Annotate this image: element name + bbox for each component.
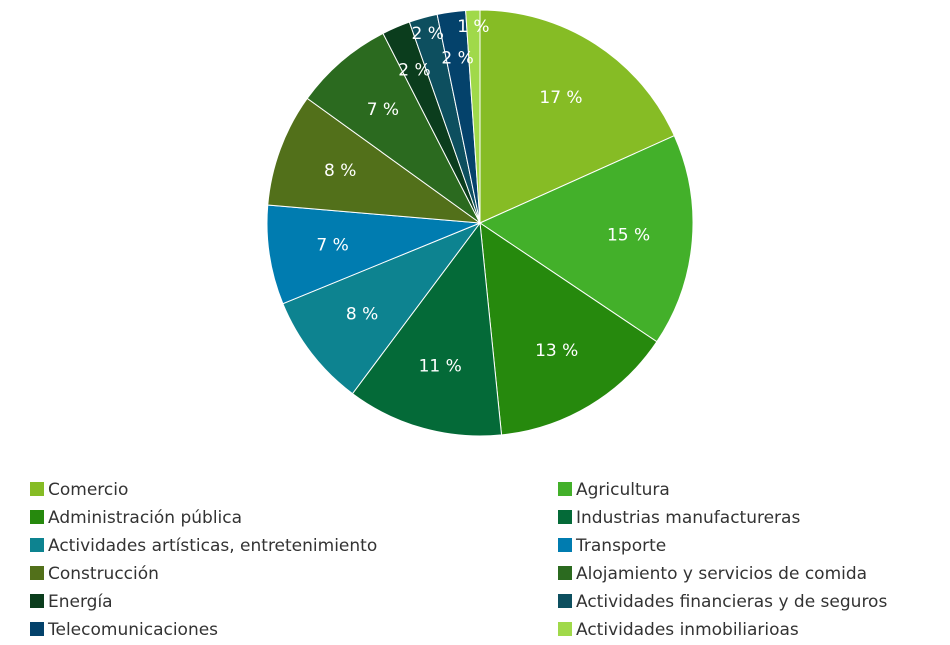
legend-swatch: [30, 594, 44, 608]
pie-slice: [478, 135, 694, 343]
slice-label: 11 %: [419, 357, 462, 377]
pie-slice: [267, 97, 482, 224]
legend-swatch: [30, 510, 44, 524]
legend-swatch: [558, 510, 572, 524]
legend-label: Construcción: [48, 564, 159, 584]
legend-swatch: [558, 594, 572, 608]
slice-label: 13 %: [535, 341, 578, 361]
pie-slice: [479, 221, 658, 436]
slice-label: 7 %: [316, 236, 348, 256]
legend-label: Energía: [48, 592, 113, 612]
legend-label: Alojamiento y servicios de comida: [576, 564, 867, 584]
pie-slice: [282, 221, 482, 395]
slice-label: 15 %: [607, 226, 650, 246]
legend-label: Transporte: [575, 536, 666, 556]
legend-label: Telecomunicaciones: [47, 620, 218, 640]
legend-swatch: [558, 622, 572, 636]
legend-label: Comercio: [48, 480, 128, 500]
legend-label: Actividades financieras y de seguros: [576, 592, 887, 612]
slice-label: 1 %: [457, 17, 489, 37]
slice-label: 2 %: [411, 24, 443, 44]
slice-label: 8 %: [346, 304, 378, 324]
legend-label: Administración pública: [48, 508, 242, 528]
legend-swatch: [558, 482, 572, 496]
slice-label: 7 %: [367, 100, 399, 120]
slice-label: 17 %: [539, 88, 582, 108]
pie-slice: [266, 204, 481, 305]
legend-swatch: [558, 566, 572, 580]
legend-swatch: [30, 482, 44, 496]
pie-slice: [351, 221, 503, 437]
legend-label: Industrias manufactureras: [576, 508, 800, 528]
legend-label: Actividades inmobiliarioas: [576, 620, 799, 640]
slice-label: 2 %: [441, 48, 473, 68]
legend-label: Actividades artísticas, entretenimiento: [48, 536, 377, 556]
pie-slice: [306, 32, 481, 224]
pie-slice: [465, 9, 481, 224]
legend-swatch: [30, 622, 44, 636]
legend-swatch: [558, 538, 572, 552]
legend-label: Agricultura: [576, 480, 670, 500]
pie-slice: [479, 9, 675, 224]
slice-label: 8 %: [324, 161, 356, 181]
legend-swatch: [30, 538, 44, 552]
slice-label: 2 %: [398, 60, 430, 80]
legend-swatch: [30, 566, 44, 580]
